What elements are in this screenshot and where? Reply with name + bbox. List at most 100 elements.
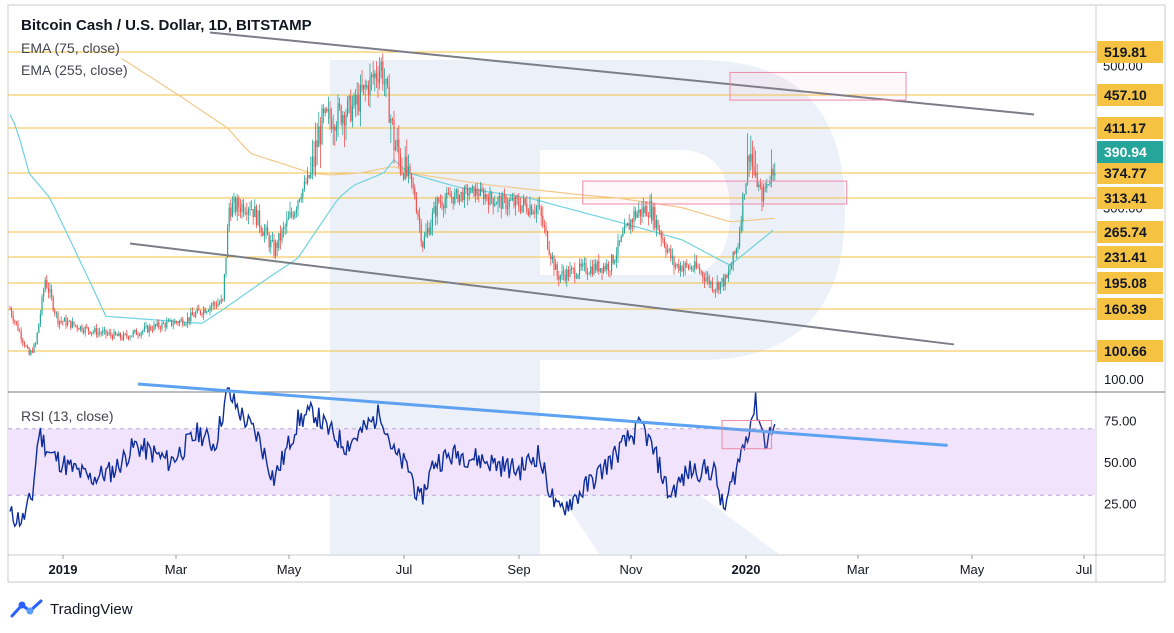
candle[interactable] <box>401 157 403 176</box>
candle[interactable] <box>59 320 61 330</box>
candle[interactable] <box>70 320 72 331</box>
candle[interactable] <box>591 260 593 277</box>
candle[interactable] <box>462 187 464 203</box>
candle[interactable] <box>417 209 419 221</box>
candle[interactable] <box>76 324 78 333</box>
rsi-target-zone[interactable] <box>721 420 773 450</box>
candle[interactable] <box>447 187 449 196</box>
candle[interactable] <box>716 275 718 294</box>
candle[interactable] <box>479 181 481 197</box>
candle[interactable] <box>516 194 518 205</box>
candle[interactable] <box>252 208 254 225</box>
candle[interactable] <box>167 318 169 323</box>
candle[interactable] <box>385 78 387 98</box>
candle[interactable] <box>206 310 208 315</box>
candle[interactable] <box>452 196 454 210</box>
candle[interactable] <box>475 183 477 203</box>
candle[interactable] <box>257 210 259 226</box>
candle[interactable] <box>734 250 736 256</box>
candle[interactable] <box>625 223 627 229</box>
candle[interactable] <box>655 214 657 237</box>
candle[interactable] <box>150 324 152 332</box>
candle[interactable] <box>225 257 227 278</box>
candle[interactable] <box>678 258 680 274</box>
candle[interactable] <box>78 327 80 330</box>
candle[interactable] <box>708 274 710 289</box>
candle[interactable] <box>735 247 737 259</box>
candle[interactable] <box>230 199 232 222</box>
candle[interactable] <box>123 331 125 342</box>
candle[interactable] <box>159 325 161 333</box>
candle[interactable] <box>411 173 413 189</box>
candle[interactable] <box>667 244 669 255</box>
candle[interactable] <box>246 202 248 221</box>
price-level-label[interactable]: 313.41 <box>1097 187 1163 209</box>
candle[interactable] <box>310 156 312 180</box>
candle[interactable] <box>662 231 664 244</box>
candle[interactable] <box>580 258 582 271</box>
candle[interactable] <box>103 326 105 335</box>
candle[interactable] <box>353 92 355 109</box>
candle[interactable] <box>675 262 677 270</box>
candle[interactable] <box>438 196 440 204</box>
candle[interactable] <box>396 127 398 153</box>
candle[interactable] <box>649 194 651 219</box>
candle[interactable] <box>590 259 592 277</box>
candle[interactable] <box>169 318 171 322</box>
candle[interactable] <box>679 261 681 277</box>
candle[interactable] <box>143 322 145 333</box>
candle[interactable] <box>347 96 349 118</box>
candle[interactable] <box>343 111 345 148</box>
candle[interactable] <box>510 194 512 202</box>
candle[interactable] <box>259 204 261 234</box>
candle[interactable] <box>412 177 414 195</box>
candle[interactable] <box>502 191 504 210</box>
candle[interactable] <box>620 234 622 243</box>
candle[interactable] <box>271 231 273 243</box>
candle[interactable] <box>435 197 437 226</box>
candle[interactable] <box>299 198 301 203</box>
candle[interactable] <box>188 317 190 326</box>
rsi-indicator-label[interactable]: RSI (13, close) <box>21 408 114 424</box>
candle[interactable] <box>732 251 734 272</box>
candle[interactable] <box>689 262 691 270</box>
candle[interactable] <box>241 199 243 219</box>
candle[interactable] <box>235 195 237 216</box>
candle[interactable] <box>585 257 587 275</box>
candle[interactable] <box>737 243 739 254</box>
candle[interactable] <box>427 220 429 239</box>
candle[interactable] <box>380 57 382 79</box>
candle[interactable] <box>742 192 744 232</box>
candle[interactable] <box>145 321 147 329</box>
candle[interactable] <box>627 222 629 226</box>
candle[interactable] <box>348 94 350 113</box>
candle[interactable] <box>49 282 51 299</box>
candle[interactable] <box>623 218 625 234</box>
candle[interactable] <box>63 317 65 322</box>
candle[interactable] <box>495 201 497 205</box>
candle[interactable] <box>153 320 155 332</box>
candle[interactable] <box>203 306 205 320</box>
candle[interactable] <box>79 325 81 332</box>
candle[interactable] <box>550 252 552 266</box>
candle[interactable] <box>228 202 230 233</box>
candle[interactable] <box>193 312 195 318</box>
candle[interactable] <box>659 225 661 236</box>
candle[interactable] <box>571 265 573 274</box>
candle[interactable] <box>126 329 128 339</box>
candle[interactable] <box>273 233 275 259</box>
candle[interactable] <box>719 281 721 294</box>
resistance-trendline[interactable] <box>209 31 1035 116</box>
candle[interactable] <box>636 210 638 219</box>
candle[interactable] <box>28 346 30 356</box>
candle[interactable] <box>243 198 245 218</box>
candle[interactable] <box>71 317 73 329</box>
candle[interactable] <box>449 187 451 197</box>
candle[interactable] <box>700 269 702 276</box>
candle[interactable] <box>139 332 141 337</box>
candle[interactable] <box>419 207 421 233</box>
candle[interactable] <box>604 262 606 272</box>
candle[interactable] <box>702 270 704 284</box>
candle[interactable] <box>25 344 27 347</box>
candle[interactable] <box>692 265 694 273</box>
